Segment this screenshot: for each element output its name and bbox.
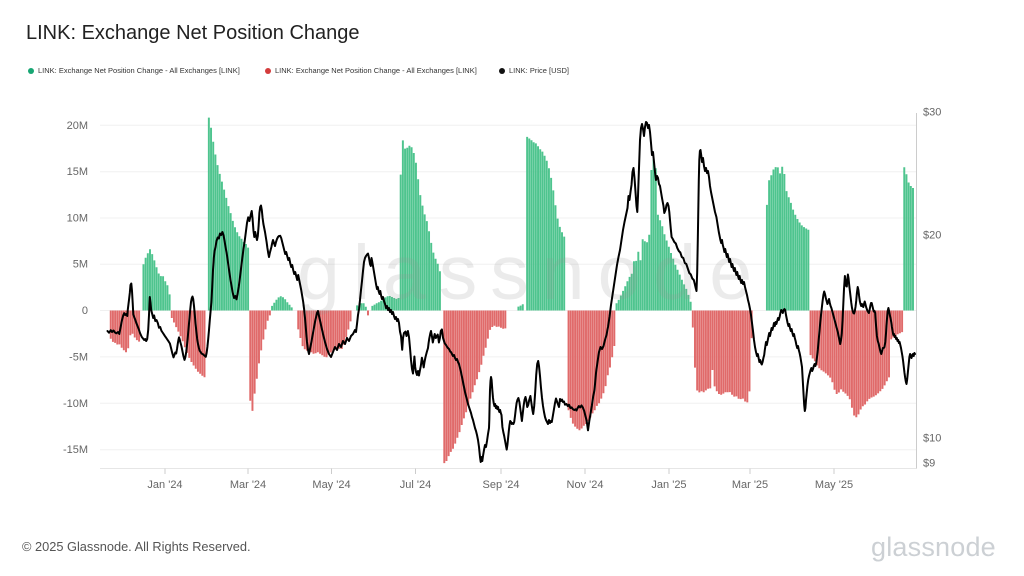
- svg-text:20M: 20M: [67, 120, 88, 132]
- svg-text:Mar '25: Mar '25: [732, 479, 768, 491]
- svg-text:Nov '24: Nov '24: [567, 479, 604, 491]
- svg-text:$30: $30: [923, 107, 941, 119]
- svg-text:Jan '25: Jan '25: [651, 479, 686, 491]
- svg-text:$9: $9: [923, 458, 935, 470]
- svg-text:10M: 10M: [67, 213, 88, 225]
- svg-text:Sep '24: Sep '24: [483, 479, 520, 491]
- svg-text:May '25: May '25: [815, 479, 853, 491]
- svg-text:$20: $20: [923, 230, 941, 242]
- svg-text:May '24: May '24: [312, 479, 350, 491]
- svg-text:-15M: -15M: [63, 444, 88, 456]
- svg-text:15M: 15M: [67, 166, 88, 178]
- svg-text:Jan '24: Jan '24: [147, 479, 182, 491]
- svg-text:-10M: -10M: [63, 398, 88, 410]
- svg-text:Jul '24: Jul '24: [400, 479, 431, 491]
- svg-text:-5M: -5M: [69, 351, 88, 363]
- svg-text:0: 0: [82, 305, 88, 317]
- svg-text:glassnode: glassnode: [297, 230, 765, 316]
- svg-text:Mar '24: Mar '24: [230, 479, 266, 491]
- svg-text:$10: $10: [923, 433, 941, 445]
- svg-text:5M: 5M: [73, 259, 88, 271]
